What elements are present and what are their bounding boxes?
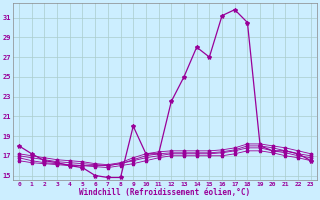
X-axis label: Windchill (Refroidissement éolien,°C): Windchill (Refroidissement éolien,°C)	[79, 188, 251, 197]
